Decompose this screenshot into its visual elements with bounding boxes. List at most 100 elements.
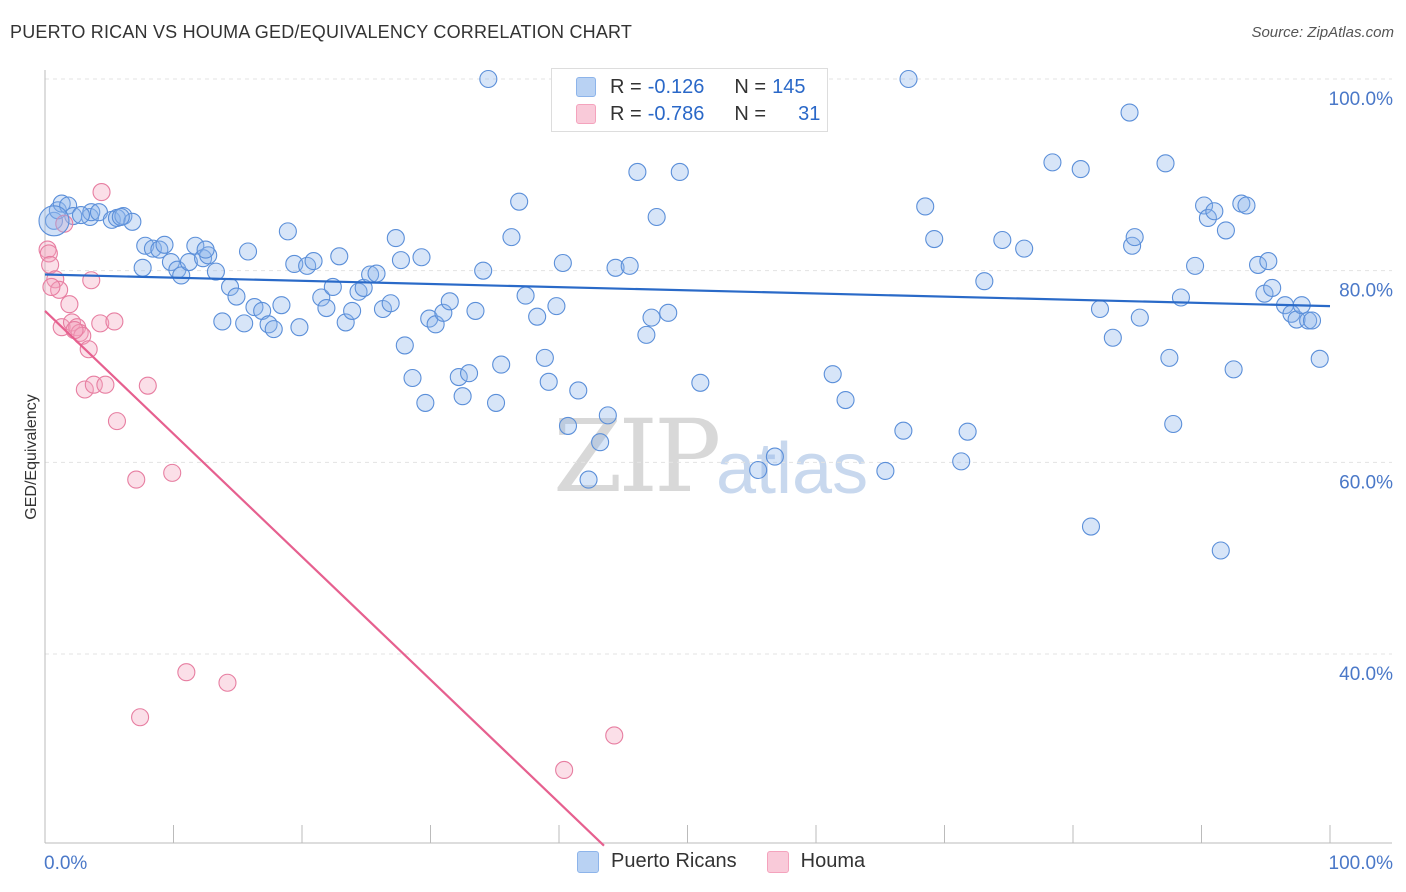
point-puerto-rican [161,252,180,272]
y-axis-label: GED/Equivalency [23,394,40,519]
point-houma [41,255,60,274]
point-puerto-rican [330,247,349,266]
legend-label: Houma [800,850,866,872]
point-puerto-rican [620,256,639,275]
point-puerto-rican [143,239,162,258]
point-puerto-rican [1103,328,1122,347]
legend-swatch [577,850,599,873]
point-houma [96,375,115,394]
point-puerto-rican [539,372,558,391]
point-puerto-rican [395,336,414,355]
point-puerto-rican [749,460,768,480]
point-puerto-rican [259,315,278,334]
point-puerto-rican [1302,311,1322,330]
point-puerto-rican [440,292,459,311]
point-puerto-rican [606,258,625,277]
point-puerto-rican [44,211,64,230]
point-puerto-rican [642,308,661,327]
point-puerto-rican [381,294,400,313]
point-puerto-rican [317,298,336,318]
legend-row-puerto-ricans: R = -0.126 N = 145 [576,73,805,101]
point-puerto-rican [71,206,91,225]
chart-title: PUERTO RICAN VS HOUMA GED/EQUIVALENCY CO… [10,22,633,42]
point-puerto-rican [1015,239,1034,258]
point-puerto-rican [1205,202,1224,221]
point-puerto-rican [579,470,598,489]
point-puerto-rican [1263,278,1282,297]
point-puerto-rican [516,286,535,305]
point-puerto-rican [1186,256,1205,275]
legend-item-houma[interactable]: Houma [766,850,866,873]
point-puerto-rican [591,433,610,452]
y-tick-label: 60.0% [1339,472,1393,493]
point-houma [218,673,237,692]
point-puerto-rican [206,262,225,281]
legend-n-label: N = [734,75,767,98]
point-puerto-rican [449,367,468,387]
y-tick-label: 40.0% [1339,664,1393,685]
point-puerto-rican [1071,160,1090,179]
point-puerto-rican [479,69,498,89]
stats-legend: R = -0.126 N = 145 R = -0.786 N = 31 [551,68,828,132]
point-puerto-rican [993,230,1012,250]
point-puerto-rican [899,69,918,89]
point-puerto-rican [150,240,169,259]
point-puerto-rican [272,296,291,315]
point-puerto-rican [386,229,405,248]
legend-swatch-houma [576,104,596,124]
grid-lines [45,78,1392,655]
point-houma [127,470,146,489]
legend-swatch-puerto-ricans [576,77,596,97]
point-puerto-rican [925,229,944,249]
point-houma [163,463,182,482]
point-puerto-rican [528,307,547,326]
point-houma [131,708,150,727]
point-puerto-rican [1120,103,1139,122]
point-puerto-rican [290,318,309,337]
point-puerto-rican [391,251,410,270]
point-puerto-rican [412,248,431,267]
point-puerto-rican [453,387,472,406]
x-tick-label-min: 0.0% [44,853,87,874]
legend-r-value: -0.786 [647,102,705,125]
point-puerto-rican [1160,348,1179,367]
point-puerto-rican [474,261,493,280]
point-puerto-rican [553,253,572,273]
point-houma [82,271,101,290]
point-puerto-rican [367,264,386,283]
legend-item-puerto-ricans[interactable]: Puerto Ricans [577,850,737,873]
y-tick-label: 80.0% [1339,281,1393,302]
point-puerto-rican [343,301,362,320]
series-legend: Puerto Ricans Houma [577,850,895,873]
point-houma [70,323,89,343]
watermark-zip: ZIP [553,398,721,515]
tick-labels: 40.0% 60.0% 80.0% 100.0% 0.0% 100.0% [44,89,1393,874]
trend-line-houma [44,310,605,847]
point-puerto-rican [264,320,283,339]
point-puerto-rican [1259,252,1278,271]
legend-n-value: 31 [798,102,821,125]
legend-swatch [766,850,789,873]
point-puerto-rican [312,288,331,307]
point-puerto-rican [535,348,554,367]
point-puerto-rican [1081,517,1101,536]
point-puerto-rican [179,252,198,272]
source-label: Source: ZipAtlas.com [1251,24,1394,41]
point-puerto-rican [1198,208,1217,228]
x-tick-label-max: 100.0% [1329,853,1394,874]
point-puerto-rican [637,325,656,344]
point-puerto-rican [1130,308,1149,327]
legend-r-label: R = [610,102,642,125]
point-houma [105,312,124,331]
point-puerto-rican [558,416,578,435]
point-puerto-rican [598,406,617,425]
point-puerto-rican [1248,255,1268,274]
point-puerto-rican [510,192,529,211]
point-puerto-rican [836,390,855,410]
point-puerto-rican [647,207,666,227]
point-puerto-rican [238,242,258,261]
point-puerto-rican [628,162,647,182]
data-points [38,69,1329,780]
point-puerto-rican [1043,153,1062,172]
point-puerto-rican [765,447,784,466]
